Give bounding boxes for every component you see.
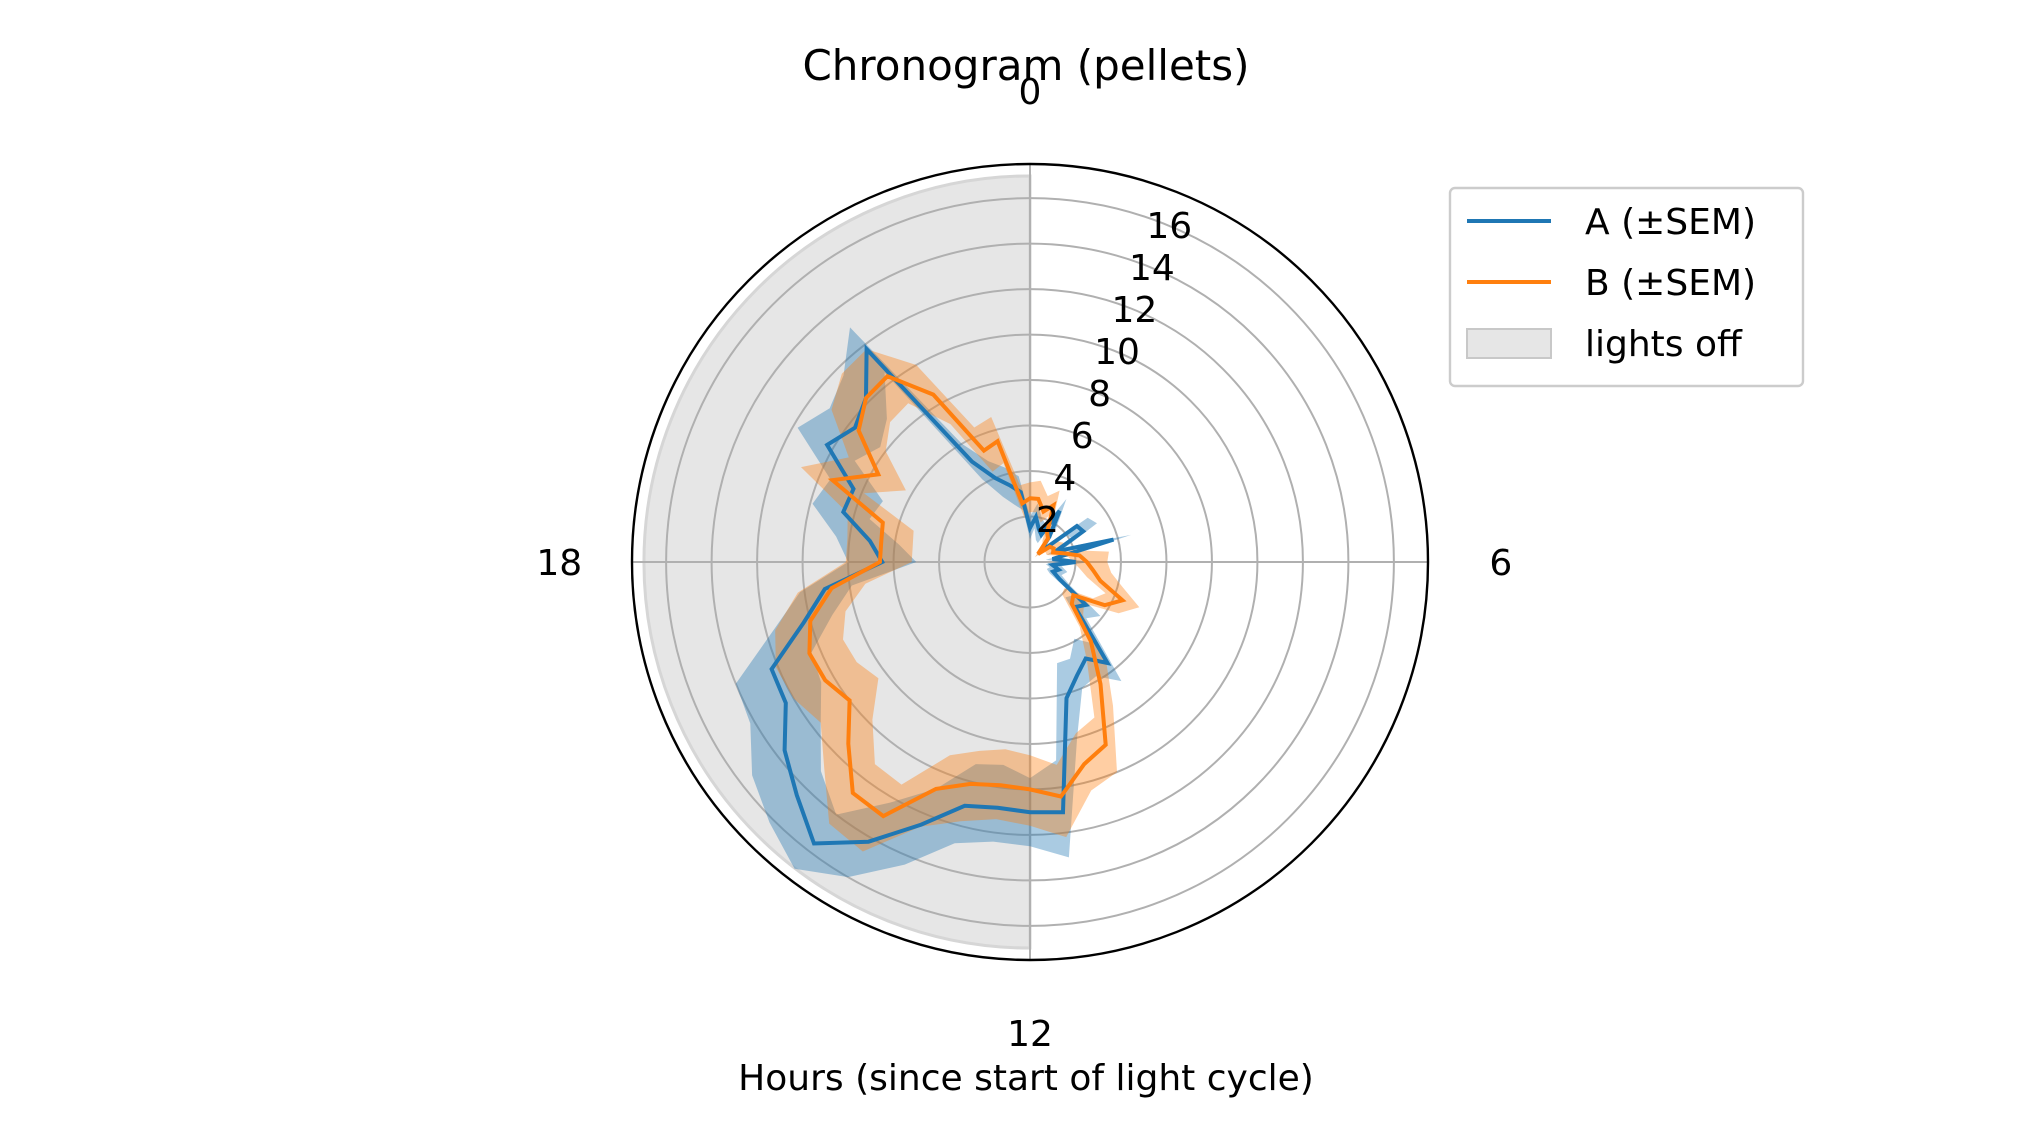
x-axis-label: Hours (since start of light cycle)	[738, 1058, 1314, 1099]
angular-tick-label-18: 18	[536, 543, 582, 584]
series-line-b	[807, 373, 1127, 819]
polar-grid	[632, 164, 1428, 960]
radial-tick-label-10: 10	[1094, 332, 1140, 373]
radial-tick-label-4: 4	[1053, 458, 1076, 499]
radial-tick-label-14: 14	[1129, 248, 1175, 289]
angular-tick-label-12: 12	[1007, 1014, 1053, 1055]
radial-tick-label-16: 16	[1146, 206, 1192, 247]
radial-tick-label-8: 8	[1088, 374, 1111, 415]
series-lines	[769, 344, 1127, 846]
series-line-a	[769, 344, 1115, 846]
legend: A (±SEM) B (±SEM) lights off	[1448, 186, 1805, 388]
legend-label-a: A (±SEM)	[1585, 202, 1756, 243]
radial-tick-label-2: 2	[1036, 500, 1059, 541]
radial-tick-label-12: 12	[1112, 290, 1158, 331]
legend-label-b: B (±SEM)	[1585, 263, 1756, 304]
sem-band-a	[735, 327, 1132, 878]
radial-tick-label-6: 6	[1071, 416, 1094, 457]
legend-label-lights-off: lights off	[1585, 324, 1743, 365]
chart-title: Chronogram (pellets)	[802, 41, 1249, 90]
legend-swatch-lights-off	[1466, 328, 1552, 359]
angular-tick-label-6: 6	[1489, 543, 1512, 584]
polar-frame	[630, 162, 1430, 962]
angular-tick-label-0: 0	[1019, 72, 1042, 113]
angular-tick-labels: 0 6 12 18	[536, 72, 1512, 1055]
